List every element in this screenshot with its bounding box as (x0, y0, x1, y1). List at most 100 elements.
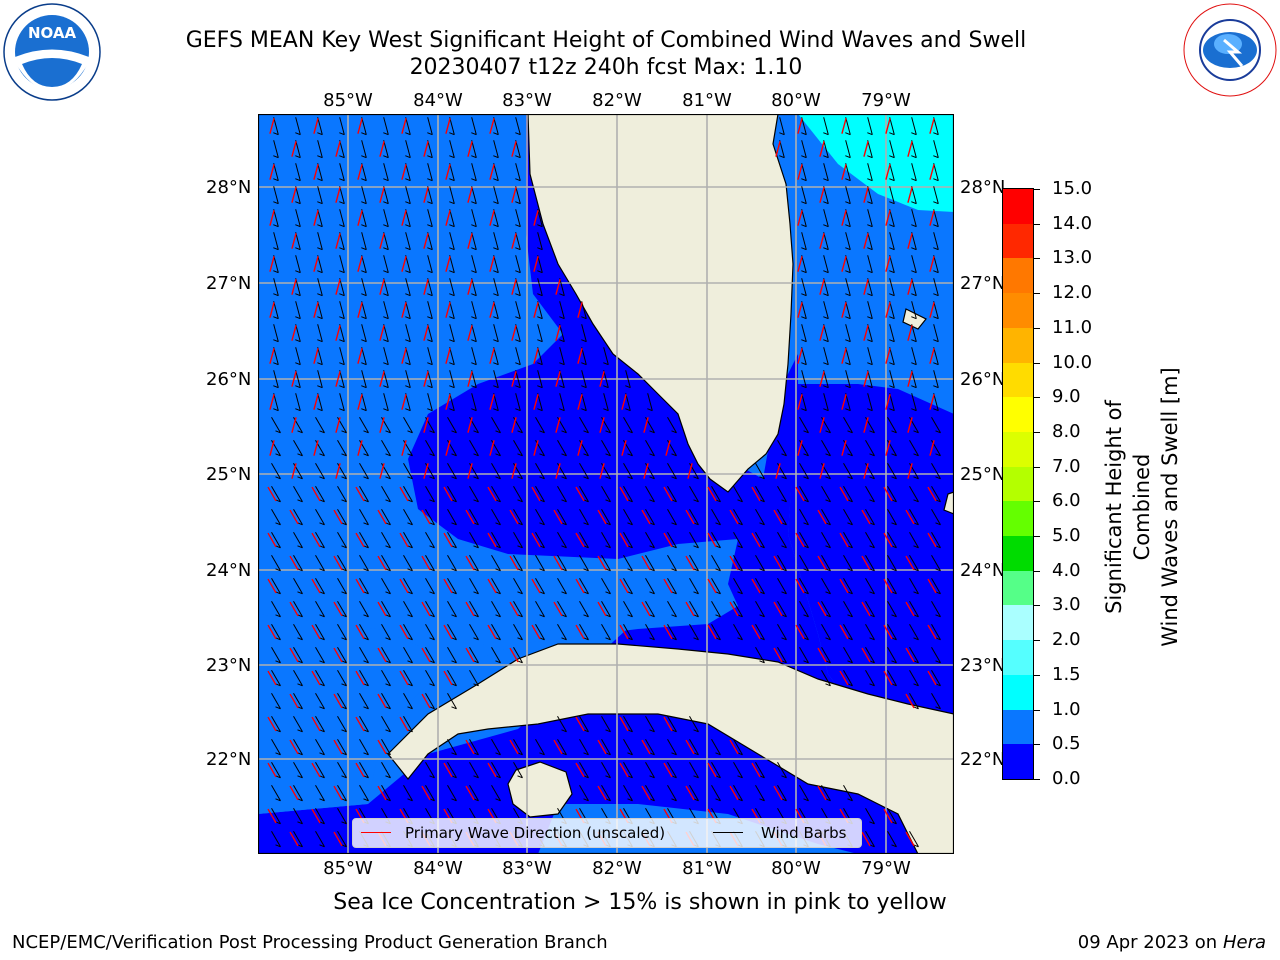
wind-barb (801, 370, 807, 389)
wave-arrow (423, 463, 429, 479)
wind-barb (317, 278, 323, 297)
wind-barb (865, 485, 875, 503)
wind-barb (845, 347, 851, 366)
wind-barb (909, 485, 919, 503)
wave-arrow (467, 417, 473, 433)
wave-arrow (907, 187, 913, 203)
wind-barb (535, 508, 545, 526)
wind-barb (909, 669, 919, 687)
wind-barb (293, 715, 303, 733)
wind-barb (515, 186, 521, 205)
wave-arrow (489, 394, 495, 410)
wave-arrow (267, 624, 277, 640)
wave-arrow (905, 601, 915, 617)
colorbar-segment (1003, 431, 1033, 467)
wave-arrow (929, 256, 935, 272)
lat-label-right: 27°N (960, 273, 1006, 294)
wind-barb (777, 761, 787, 779)
wave-arrow (267, 486, 277, 502)
wave-arrow (861, 601, 871, 617)
wave-arrow (577, 440, 583, 456)
wave-arrow (839, 670, 849, 686)
wind-barb (933, 255, 939, 274)
wind-barb (273, 163, 279, 182)
wind-barb (381, 669, 391, 687)
lat-label-right: 23°N (960, 655, 1006, 676)
wind-barb (579, 600, 589, 618)
wave-arrow (487, 532, 497, 548)
wind-barb (361, 117, 367, 136)
wave-arrow (465, 739, 475, 755)
wind-barb (557, 623, 567, 641)
wave-arrow (379, 371, 385, 387)
wave-arrow (465, 647, 475, 663)
wind-barb (535, 738, 545, 756)
wave-arrow (267, 716, 277, 732)
wind-barb (383, 232, 389, 251)
wave-arrow (819, 417, 825, 433)
wind-barb (799, 554, 809, 572)
wave-arrow (929, 210, 935, 226)
wave-arrow (423, 371, 429, 387)
wind-barb (821, 439, 831, 457)
wind-barb (867, 186, 873, 205)
wave-arrow (313, 118, 319, 134)
wave-arrow (289, 555, 299, 571)
wave-arrow (289, 509, 299, 525)
wind-barb (559, 393, 565, 412)
wind-barb (887, 462, 897, 480)
wave-arrow (379, 187, 385, 203)
branch-credit: NCEP/EMC/Verification Post Processing Pr… (12, 932, 608, 953)
wind-barb (295, 186, 301, 205)
wave-arrow (465, 601, 475, 617)
wind-barb (711, 784, 721, 802)
wave-arrow (621, 394, 627, 410)
wind-barb (867, 324, 873, 343)
wave-arrow (335, 325, 341, 341)
wave-arrow (311, 808, 321, 824)
wind-barb (911, 117, 917, 136)
wind-barb (799, 646, 809, 664)
wind-barb (623, 554, 633, 572)
wind-barb (513, 485, 523, 503)
wave-arrow (533, 348, 539, 364)
wind-barb (909, 577, 919, 595)
wind-barb (383, 301, 389, 320)
wave-arrow (289, 601, 299, 617)
wave-arrow (597, 739, 607, 755)
wind-barb (493, 186, 499, 205)
wind-barb (271, 692, 281, 710)
wind-barb (449, 347, 455, 366)
wind-barb (337, 439, 347, 457)
wave-arrow (883, 532, 893, 548)
wave-arrow (599, 417, 605, 433)
wind-barb (843, 600, 853, 618)
wind-barb (425, 531, 435, 549)
wave-arrow (377, 555, 387, 571)
wind-barb (911, 324, 917, 343)
land-florida (527, 114, 794, 493)
wave-arrow (927, 532, 937, 548)
wave-arrow (707, 486, 717, 502)
wind-barb (293, 485, 303, 503)
wind-barb (271, 508, 281, 526)
wind-barb (911, 301, 917, 320)
wave-arrow (663, 486, 673, 502)
colorbar-segment (1003, 188, 1033, 224)
wind-barb (603, 370, 609, 389)
wind-barb (317, 209, 323, 228)
wind-barb (601, 439, 611, 457)
colorbar-segment (1003, 466, 1033, 502)
wind-barb (537, 301, 543, 320)
wind-barb (381, 623, 391, 641)
colorbar-segment (1003, 500, 1033, 537)
wind-barb (273, 232, 279, 251)
wind-barb (449, 255, 455, 274)
wave-arrow (379, 325, 385, 341)
wind-barb (821, 623, 831, 641)
wave-arrow (467, 141, 473, 157)
wind-barb (559, 347, 565, 366)
wind-barb (843, 554, 853, 572)
legend-wave-swatch (361, 832, 391, 833)
wind-barb (867, 140, 873, 159)
